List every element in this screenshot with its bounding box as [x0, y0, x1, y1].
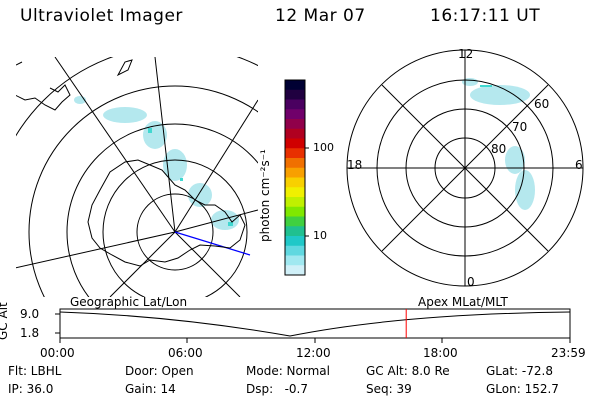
mlt-label-6: 6 [575, 158, 583, 172]
footer-gain: Gain: 14 [125, 382, 176, 396]
colorbar-swatch [285, 128, 305, 139]
colorbar-swatch [285, 226, 305, 237]
colorbar-label-10: 10 [313, 229, 327, 242]
colorbar-swatch [285, 245, 305, 256]
x-label-0000: 00:00 [40, 346, 75, 360]
polar-plot [346, 49, 584, 287]
south-america-coastline [16, 84, 71, 111]
polar-aurora-core [480, 85, 492, 87]
footer-gc-alt: GC Alt: 8.0 Re [366, 364, 450, 378]
footer-ip: IP: 36.0 [8, 382, 54, 396]
footer-dsp: Dsp: -0.7 [246, 382, 309, 396]
colorbar-swatch [285, 119, 305, 130]
coast-fragment [16, 61, 23, 66]
lat-label-80: 80 [491, 142, 507, 156]
colorbar-swatch [285, 158, 305, 169]
colorbar-swatch [285, 206, 305, 217]
timeline-frame [59, 308, 571, 339]
antarctica-coastline [87, 159, 246, 267]
y-label-9: 9.0 [20, 307, 40, 321]
colorbar-swatch [285, 99, 305, 110]
timeline-left-label: Geographic Lat/Lon [70, 295, 188, 309]
timeline-right-label: Apex MLat/MLT [418, 295, 508, 309]
colorbar-swatch [285, 255, 305, 266]
colorbar-swatch [285, 197, 305, 208]
colorbar-swatch [285, 216, 305, 227]
geo-aurora-core [148, 128, 233, 226]
colorbar-swatch [285, 148, 305, 159]
y-label-1-8: 1.8 [20, 326, 40, 340]
lat-label-70: 70 [512, 120, 528, 134]
geo-lat-circles [16, 57, 258, 297]
instrument-title: Ultraviolet Imager [20, 6, 183, 26]
footer-door: Door: Open [125, 364, 194, 378]
mlt-label-18: 18 [347, 158, 363, 172]
footer-glat: GLat: -72.8 [486, 364, 553, 378]
mlt-label-0: 0 [467, 275, 475, 289]
footer-seq: Seq: 39 [366, 382, 412, 396]
x-ticks [59, 338, 571, 343]
colorbar-frame [284, 79, 306, 276]
y-axis-name: GC Alt [0, 302, 10, 340]
colorbar-unit-label: photon cm⁻²s⁻¹ [258, 149, 272, 242]
x-label-2359: 23:59 [551, 346, 586, 360]
lat-label-60: 60 [534, 97, 550, 111]
polar-spokes [347, 50, 583, 286]
footer-mode: Mode: Normal [246, 364, 330, 378]
colorbar-swatch [285, 109, 305, 120]
colorbar-swatch [285, 89, 305, 100]
footer-filter: Flt: LBHL [8, 364, 62, 378]
mlt-label-12: 12 [458, 47, 474, 61]
colorbar [285, 80, 305, 276]
colorbar-swatch [285, 167, 305, 178]
colorbar-label-100: 100 [313, 141, 334, 154]
colorbar-swatch [285, 177, 305, 188]
colorbar-swatch [285, 236, 305, 247]
geographic-map [16, 57, 258, 297]
colorbar-swatch [285, 265, 305, 276]
colorbar-swatch [285, 187, 305, 198]
geo-orbit-track [174, 231, 251, 256]
colorbar-swatch [285, 138, 305, 149]
colorbar-swatch [285, 80, 305, 91]
time-label: 16:17:11 UT [430, 6, 541, 26]
x-label-1200: 12:00 [296, 346, 331, 360]
footer-glon: GLon: 152.7 [486, 382, 559, 396]
island-coastline [116, 59, 133, 77]
altitude-curve [59, 311, 571, 337]
date-label: 12 Mar 07 [275, 6, 366, 26]
x-label-1800: 18:00 [423, 346, 458, 360]
geo-aurora [74, 96, 239, 230]
x-label-0600: 06:00 [168, 346, 203, 360]
